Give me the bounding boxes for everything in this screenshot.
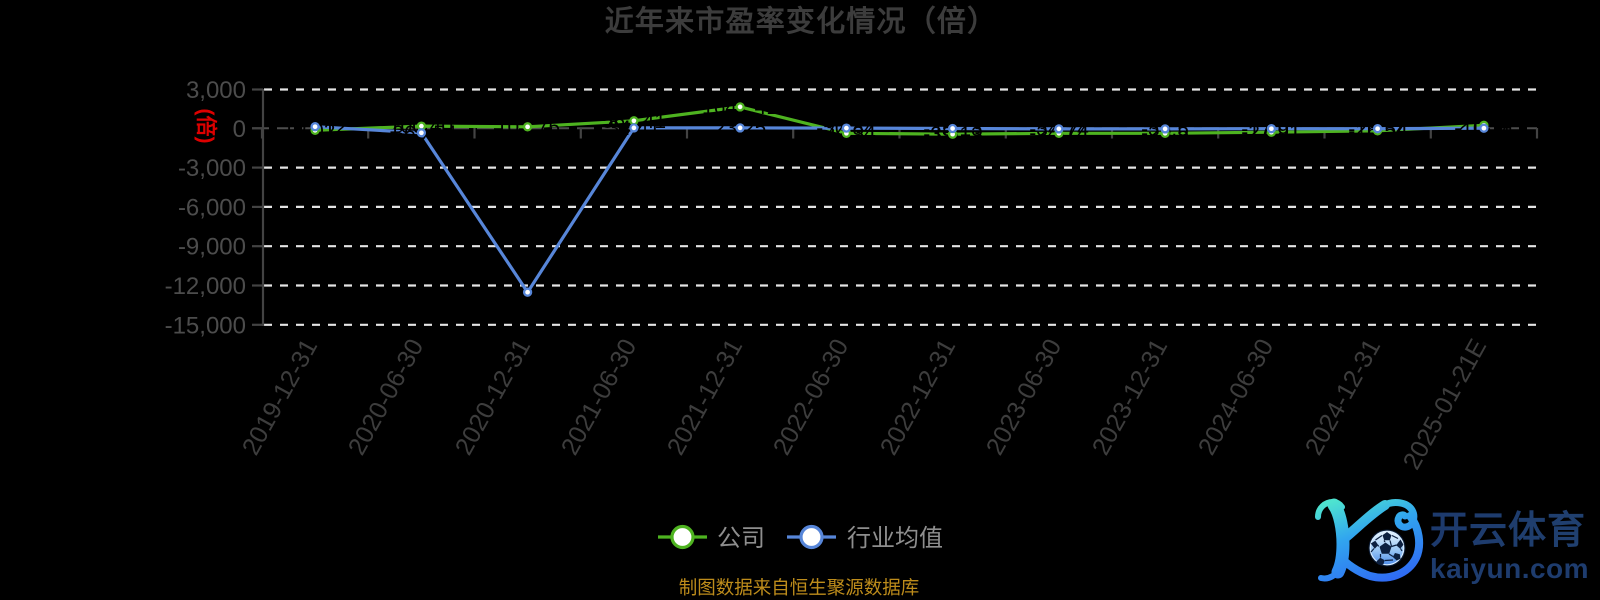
- svg-text:3,000: 3,000: [186, 77, 246, 104]
- svg-text:制图数据来自恒生聚源数据库: 制图数据来自恒生聚源数据库: [679, 577, 920, 598]
- svg-text:行业均值: 行业均值: [847, 525, 943, 552]
- svg-text:(倍): (倍): [194, 109, 218, 144]
- svg-text:-6,000: -6,000: [178, 194, 246, 221]
- svg-text:kaiyun.com: kaiyun.com: [1430, 553, 1589, 584]
- svg-text:-15,000: -15,000: [165, 312, 246, 339]
- svg-text:-12,000: -12,000: [165, 273, 246, 300]
- svg-text:-12530.98: -12530.98: [481, 302, 576, 325]
- svg-text:0: 0: [233, 116, 246, 143]
- svg-text:近年来市盈率变化情况（倍）: 近年来市盈率变化情况（倍）: [605, 4, 998, 38]
- svg-text:-3,000: -3,000: [178, 155, 246, 182]
- svg-text:-9,000: -9,000: [178, 234, 246, 261]
- svg-text:公司: 公司: [717, 525, 765, 552]
- svg-text:开云体育: 开云体育: [1430, 510, 1586, 552]
